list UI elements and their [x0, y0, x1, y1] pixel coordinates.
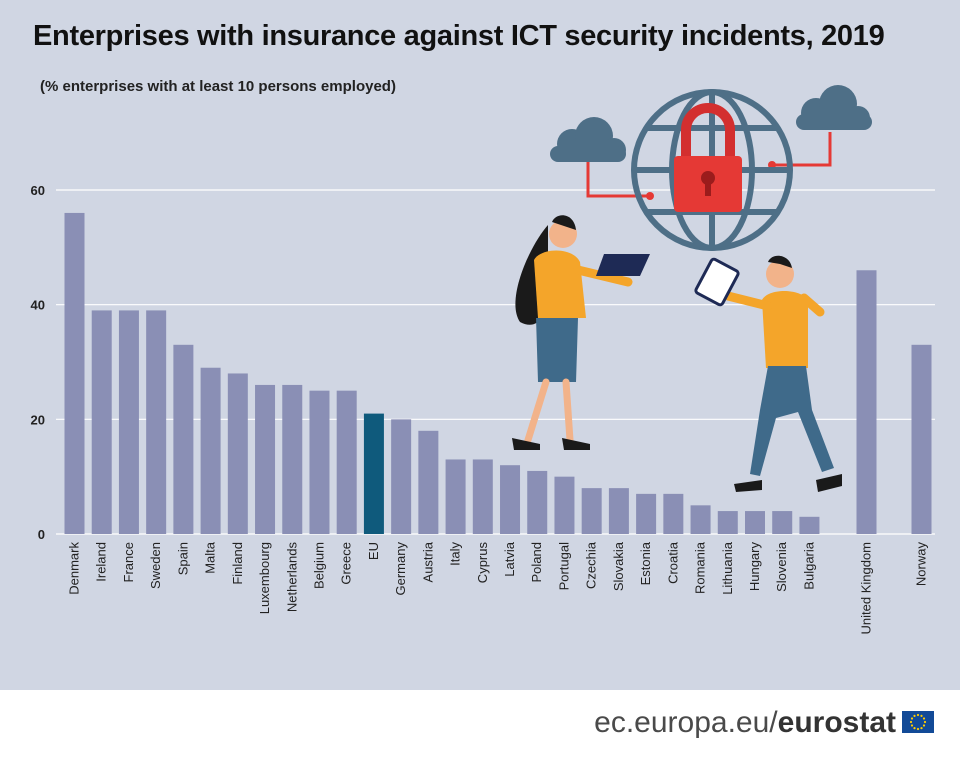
x-tick-label: Ireland [94, 542, 109, 582]
footer: ec.europa.eu/eurostat [0, 690, 960, 757]
bar-italy [445, 459, 466, 534]
bar-united-kingdom [856, 270, 877, 534]
bar-sweden [146, 310, 167, 534]
bar-chart: 0 20 40 60 Denmark Ireland France Sweden Spain M… [31, 85, 935, 635]
bar-poland [527, 470, 548, 534]
bar-hungary [745, 511, 765, 534]
bar-bulgaria [799, 516, 820, 534]
footer-site: ec.europa.eu/ [594, 706, 778, 739]
x-tick-label: Lithuania [720, 541, 735, 595]
bar-malta [200, 367, 221, 534]
x-tick-label: France [121, 542, 136, 582]
x-tick-label: Sweden [148, 542, 163, 589]
x-tick-label: Slovakia [611, 541, 626, 591]
x-tick-label: Romania [693, 541, 708, 594]
x-tick-label: Estonia [638, 541, 653, 585]
x-tick-label: Malta [203, 541, 218, 574]
x-tick-label: Greece [339, 542, 354, 585]
bar-greece [336, 390, 357, 534]
bar-slovakia [608, 488, 629, 534]
footer-brand: eurostat [777, 706, 896, 739]
bar-denmark [64, 212, 85, 534]
x-tick-label: Bulgaria [801, 541, 816, 589]
bar-germany [391, 419, 412, 534]
chart-title: Enterprises with insurance against ICT s… [33, 20, 885, 52]
bars [64, 212, 932, 534]
eu-flag-icon [902, 711, 934, 733]
x-tick-label: Italy [448, 542, 463, 566]
x-tick-label: Czechia [584, 541, 599, 589]
bar-slovenia [772, 511, 793, 534]
x-tick-label: Germany [393, 542, 408, 596]
bar-croatia [663, 493, 684, 534]
source-link[interactable]: ec.europa.eu/eurostat [594, 706, 896, 740]
x-tick-label: Netherlands [284, 542, 299, 613]
cloud-icon [796, 85, 872, 130]
bar-norway [911, 344, 932, 534]
bar-eu [363, 413, 384, 534]
x-tick-label: Finland [230, 542, 245, 585]
woman-with-laptop-figure [512, 215, 650, 450]
x-tick-label: Poland [529, 542, 544, 582]
bar-austria [418, 430, 439, 534]
x-tick-label: Slovenia [774, 541, 789, 592]
padlock-icon [674, 103, 742, 212]
bar-romania [690, 505, 711, 534]
x-axis-labels: Denmark Ireland France Sweden Spain Malta Finl… [67, 541, 929, 634]
x-tick-label: Cyprus [475, 542, 490, 584]
bar-cyprus [472, 459, 493, 534]
man-with-tablet-figure [694, 255, 842, 492]
y-tick-label: 60 [31, 183, 45, 198]
y-axis-ticks: 0 20 40 60 [31, 183, 45, 542]
x-tick-label: EU [366, 542, 381, 560]
y-tick-label: 40 [31, 298, 45, 313]
bar-netherlands [282, 384, 303, 534]
x-tick-label: Denmark [67, 542, 82, 595]
bar-ireland [91, 310, 112, 534]
x-tick-label: Latvia [502, 541, 517, 576]
bar-latvia [500, 465, 521, 534]
bar-finland [227, 373, 248, 534]
x-tick-label: Norway [914, 542, 929, 587]
bar-portugal [554, 476, 575, 534]
bar-belgium [309, 390, 330, 534]
bar-luxembourg [255, 384, 276, 534]
chart-subtitle: (% enterprises with at least 10 persons … [40, 78, 396, 95]
security-illustration [512, 85, 872, 492]
bar-estonia [636, 493, 657, 534]
x-tick-label: Luxembourg [257, 542, 272, 614]
x-tick-label: Portugal [556, 542, 571, 591]
x-tick-label: Belgium [311, 542, 326, 589]
bar-france [118, 310, 139, 534]
y-tick-label: 0 [38, 527, 45, 542]
cloud-icon [550, 117, 626, 162]
x-tick-label: Croatia [665, 541, 680, 584]
y-tick-label: 20 [31, 412, 45, 427]
x-tick-label: Hungary [747, 542, 762, 592]
bar-lithuania [717, 511, 738, 534]
bar-czechia [581, 488, 602, 534]
connector-dot [646, 192, 654, 200]
x-tick-label: Spain [175, 542, 190, 575]
eu-stars-icon [909, 713, 927, 731]
x-tick-label: Austria [420, 541, 435, 582]
connector-line [586, 162, 650, 198]
x-tick-label: United Kingdom [859, 542, 874, 635]
bar-spain [173, 344, 194, 534]
